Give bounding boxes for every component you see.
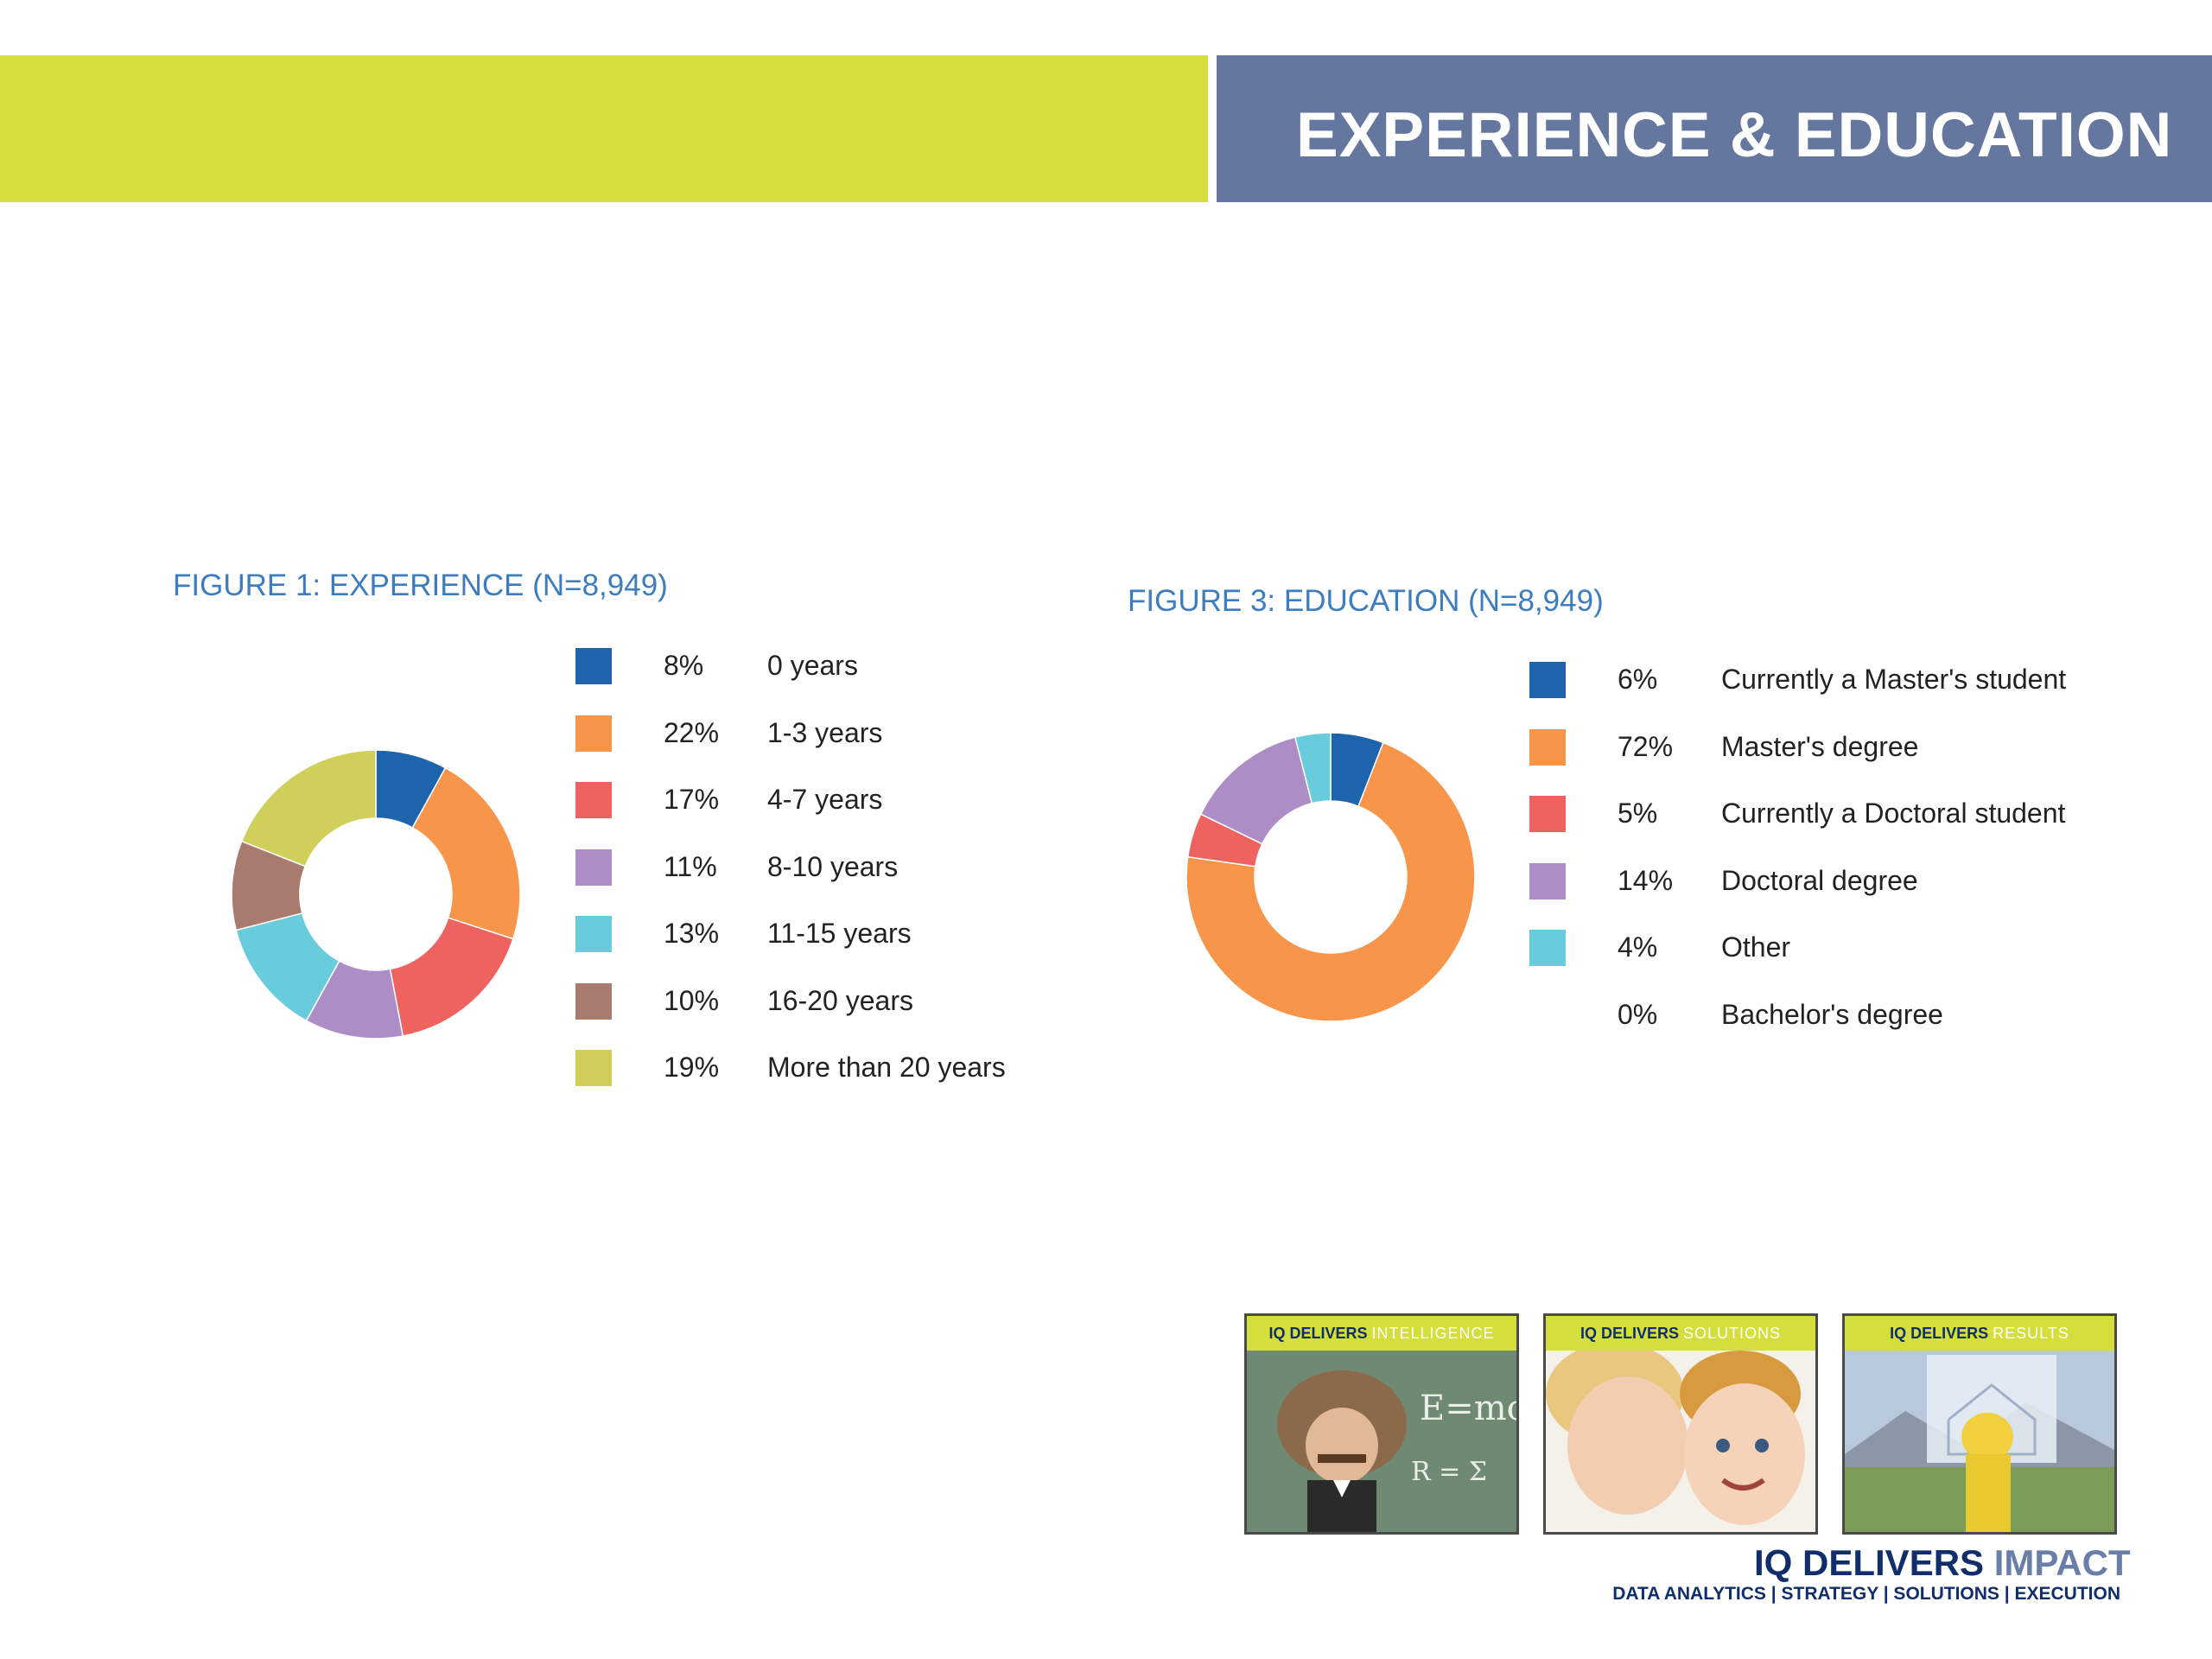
legend-percent: 72% bbox=[1618, 730, 1674, 762]
tile-brand: IQ DELIVERS bbox=[1890, 1325, 1989, 1342]
legend-label: Currently a Master's student bbox=[1721, 664, 2067, 695]
legend-label: Master's degree bbox=[1721, 730, 1919, 762]
legend-swatch bbox=[575, 982, 612, 1020]
legend-swatch bbox=[575, 782, 612, 818]
legend-swatch bbox=[575, 648, 612, 684]
legend-label: 16-20 years bbox=[767, 984, 913, 1016]
legend-percent: 4% bbox=[1618, 931, 1658, 963]
donut-slice-more-than-20-years bbox=[240, 749, 377, 868]
legend-swatch bbox=[1529, 662, 1566, 698]
donut-slice-4-7-years bbox=[389, 917, 514, 1037]
figure-3-title: FIGURE 3: EDUCATION (N=8,949) bbox=[1128, 584, 1604, 618]
legend-swatch bbox=[575, 1050, 612, 1086]
brand-highlight: IMPACT bbox=[1993, 1542, 2131, 1583]
legend-item: 14% Doctoral degree bbox=[1529, 861, 2134, 899]
legend-percent: 8% bbox=[664, 650, 704, 681]
page-title: EXPERIENCE & EDUCATION bbox=[1296, 100, 2173, 170]
header-band-title bbox=[1217, 55, 2212, 202]
legend-label: 1-3 years bbox=[767, 716, 883, 748]
legend-item: 0% Bachelor's degree bbox=[1529, 995, 2134, 1033]
legend-label: More than 20 years bbox=[767, 1052, 1006, 1083]
legend-percent: 11% bbox=[664, 850, 717, 882]
legend-label: 11-15 years bbox=[767, 918, 912, 949]
legend-item: 72% Master's degree bbox=[1529, 728, 2134, 766]
svg-text:E=mc: E=mc bbox=[1420, 1389, 1516, 1428]
legend-swatch bbox=[1529, 930, 1566, 966]
child-with-blueprint-photo bbox=[1845, 1351, 2114, 1532]
legend-percent: 17% bbox=[664, 784, 720, 815]
legend-percent: 19% bbox=[664, 1052, 720, 1083]
donut-slice-master-s-degree bbox=[1185, 741, 1476, 1022]
legend-percent: 6% bbox=[1618, 664, 1658, 695]
legend-swatch bbox=[1529, 728, 1566, 766]
legend-item: 6% Currently a Master's student bbox=[1529, 660, 2134, 698]
legend-label: 8-10 years bbox=[767, 850, 899, 882]
legend-item: 19% More than 20 years bbox=[575, 1048, 1059, 1086]
donut-slice-other bbox=[1294, 732, 1332, 804]
legend-swatch bbox=[575, 916, 612, 952]
legend-label: 4-7 years bbox=[767, 784, 883, 815]
legend-percent: 0% bbox=[1618, 998, 1658, 1030]
tile-keyword: RESULTS bbox=[1993, 1325, 2069, 1342]
tile-solutions: IQ DELIVERS SOLUTIONS bbox=[1543, 1313, 1818, 1535]
header-band-accent bbox=[0, 55, 1208, 202]
legend-item: 8% 0 years bbox=[575, 646, 1059, 684]
legend-percent: 22% bbox=[664, 716, 720, 748]
brand-tagline: DATA ANALYTICS | STRATEGY | SOLUTIONS | … bbox=[1612, 1584, 2120, 1604]
brand-wordmark: IQ DELIVERS IMPACT bbox=[1754, 1542, 2131, 1584]
legend-label: Other bbox=[1721, 931, 1791, 963]
child-scientist-photo: E=mc R = Σ bbox=[1247, 1351, 1516, 1532]
legend-label: Bachelor's degree bbox=[1721, 998, 1943, 1030]
figure-1-legend: 8% 0 years 22% 1-3 years 17% 4-7 years 11% 8-10… bbox=[575, 646, 1059, 1113]
tile-results: IQ DELIVERS RESULTS bbox=[1842, 1313, 2117, 1535]
tile-intelligence: IQ DELIVERS INTELLIGENCE E=mc R = Σ bbox=[1244, 1313, 1519, 1535]
legend-swatch bbox=[1529, 796, 1566, 832]
legend-percent: 13% bbox=[664, 918, 720, 949]
legend-item: 13% 11-15 years bbox=[575, 914, 1059, 952]
legend-item: 5% Currently a Doctoral student bbox=[1529, 794, 2134, 832]
legend-item: 4% Other bbox=[1529, 928, 2134, 966]
legend-item: 22% 1-3 years bbox=[575, 714, 1059, 752]
tile-keyword: INTELLIGENCE bbox=[1371, 1325, 1495, 1342]
legend-swatch bbox=[575, 715, 612, 752]
legend-item: 10% 16-20 years bbox=[575, 982, 1059, 1020]
tile-brand: IQ DELIVERS bbox=[1268, 1325, 1368, 1342]
figure-1-title: FIGURE 1: EXPERIENCE (N=8,949) bbox=[173, 569, 668, 602]
legend-label: 0 years bbox=[767, 650, 858, 681]
legend-item: 11% 8-10 years bbox=[575, 848, 1059, 886]
figure-3-legend: 6% Currently a Master's student 72% Master'… bbox=[1529, 660, 2134, 1058]
legend-percent: 14% bbox=[1618, 864, 1674, 896]
children-whispering-photo bbox=[1546, 1351, 1815, 1532]
legend-swatch bbox=[1529, 862, 1566, 899]
tile-brand: IQ DELIVERS bbox=[1580, 1325, 1679, 1342]
legend-label: Currently a Doctoral student bbox=[1721, 798, 2066, 829]
donut-slice-1-3-years bbox=[411, 766, 521, 940]
legend-label: Doctoral degree bbox=[1721, 864, 1918, 896]
figure-3-donut-chart bbox=[1185, 732, 1476, 1022]
brand-name: IQ DELIVERS bbox=[1754, 1542, 1985, 1583]
legend-percent: 10% bbox=[664, 984, 720, 1016]
legend-swatch bbox=[575, 849, 612, 886]
legend-percent: 5% bbox=[1618, 798, 1658, 829]
tile-keyword: SOLUTIONS bbox=[1683, 1325, 1782, 1342]
legend-item: 17% 4-7 years bbox=[575, 780, 1059, 818]
figure-1-donut-chart bbox=[231, 749, 521, 1039]
svg-text:R = Σ: R = Σ bbox=[1411, 1457, 1487, 1487]
